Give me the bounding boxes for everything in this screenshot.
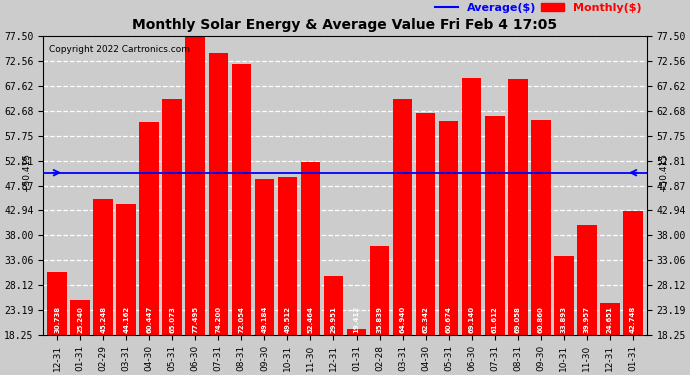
Text: 49.184: 49.184 — [262, 306, 268, 333]
Text: 65.073: 65.073 — [169, 306, 175, 333]
Text: 24.651: 24.651 — [607, 306, 613, 333]
Bar — [508, 79, 528, 335]
Text: 74.200: 74.200 — [215, 306, 221, 333]
Text: +50.415: +50.415 — [659, 153, 668, 192]
Text: 45.248: 45.248 — [100, 306, 106, 333]
Bar — [70, 300, 90, 335]
Title: Monthly Solar Energy & Average Value Fri Feb 4 17:05: Monthly Solar Energy & Average Value Fri… — [132, 18, 558, 32]
Bar — [393, 99, 413, 335]
Bar — [93, 199, 113, 335]
Text: 60.860: 60.860 — [538, 306, 544, 333]
Text: 30.738: 30.738 — [54, 306, 60, 333]
Text: 35.839: 35.839 — [377, 306, 382, 333]
Text: 49.512: 49.512 — [284, 306, 290, 333]
Text: 44.162: 44.162 — [124, 306, 129, 333]
Bar — [324, 276, 343, 335]
Text: +50.415: +50.415 — [22, 153, 31, 192]
Text: 19.412: 19.412 — [353, 306, 359, 333]
Text: 60.674: 60.674 — [446, 306, 452, 333]
Bar — [416, 112, 435, 335]
Bar — [277, 177, 297, 335]
Bar — [531, 120, 551, 335]
Bar — [301, 162, 320, 335]
Text: 33.893: 33.893 — [561, 306, 566, 333]
Text: 72.054: 72.054 — [238, 306, 244, 333]
Bar — [162, 99, 182, 335]
Bar — [186, 36, 205, 335]
Bar — [208, 53, 228, 335]
Legend: Average($), Monthly($): Average($), Monthly($) — [435, 3, 641, 13]
Text: 42.748: 42.748 — [630, 306, 636, 333]
Text: 69.140: 69.140 — [469, 306, 475, 333]
Bar — [370, 246, 389, 335]
Text: Copyright 2022 Cartronics.com: Copyright 2022 Cartronics.com — [49, 45, 190, 54]
Text: 29.951: 29.951 — [331, 306, 337, 333]
Bar — [139, 122, 159, 335]
Bar — [48, 272, 67, 335]
Bar — [600, 303, 620, 335]
Text: 61.612: 61.612 — [492, 307, 497, 333]
Bar — [554, 256, 573, 335]
Bar — [255, 179, 274, 335]
Text: 25.240: 25.240 — [77, 306, 83, 333]
Text: 69.058: 69.058 — [515, 306, 521, 333]
Bar — [232, 64, 251, 335]
Bar — [439, 121, 458, 335]
Text: 39.957: 39.957 — [584, 306, 590, 333]
Bar — [347, 329, 366, 335]
Bar — [485, 116, 504, 335]
Bar — [577, 225, 597, 335]
Text: 64.940: 64.940 — [400, 306, 406, 333]
Text: 62.342: 62.342 — [422, 306, 428, 333]
Text: 77.495: 77.495 — [193, 306, 198, 333]
Bar — [462, 78, 482, 335]
Bar — [623, 211, 642, 335]
Bar — [117, 204, 136, 335]
Text: 60.447: 60.447 — [146, 306, 152, 333]
Text: 52.464: 52.464 — [308, 306, 313, 333]
